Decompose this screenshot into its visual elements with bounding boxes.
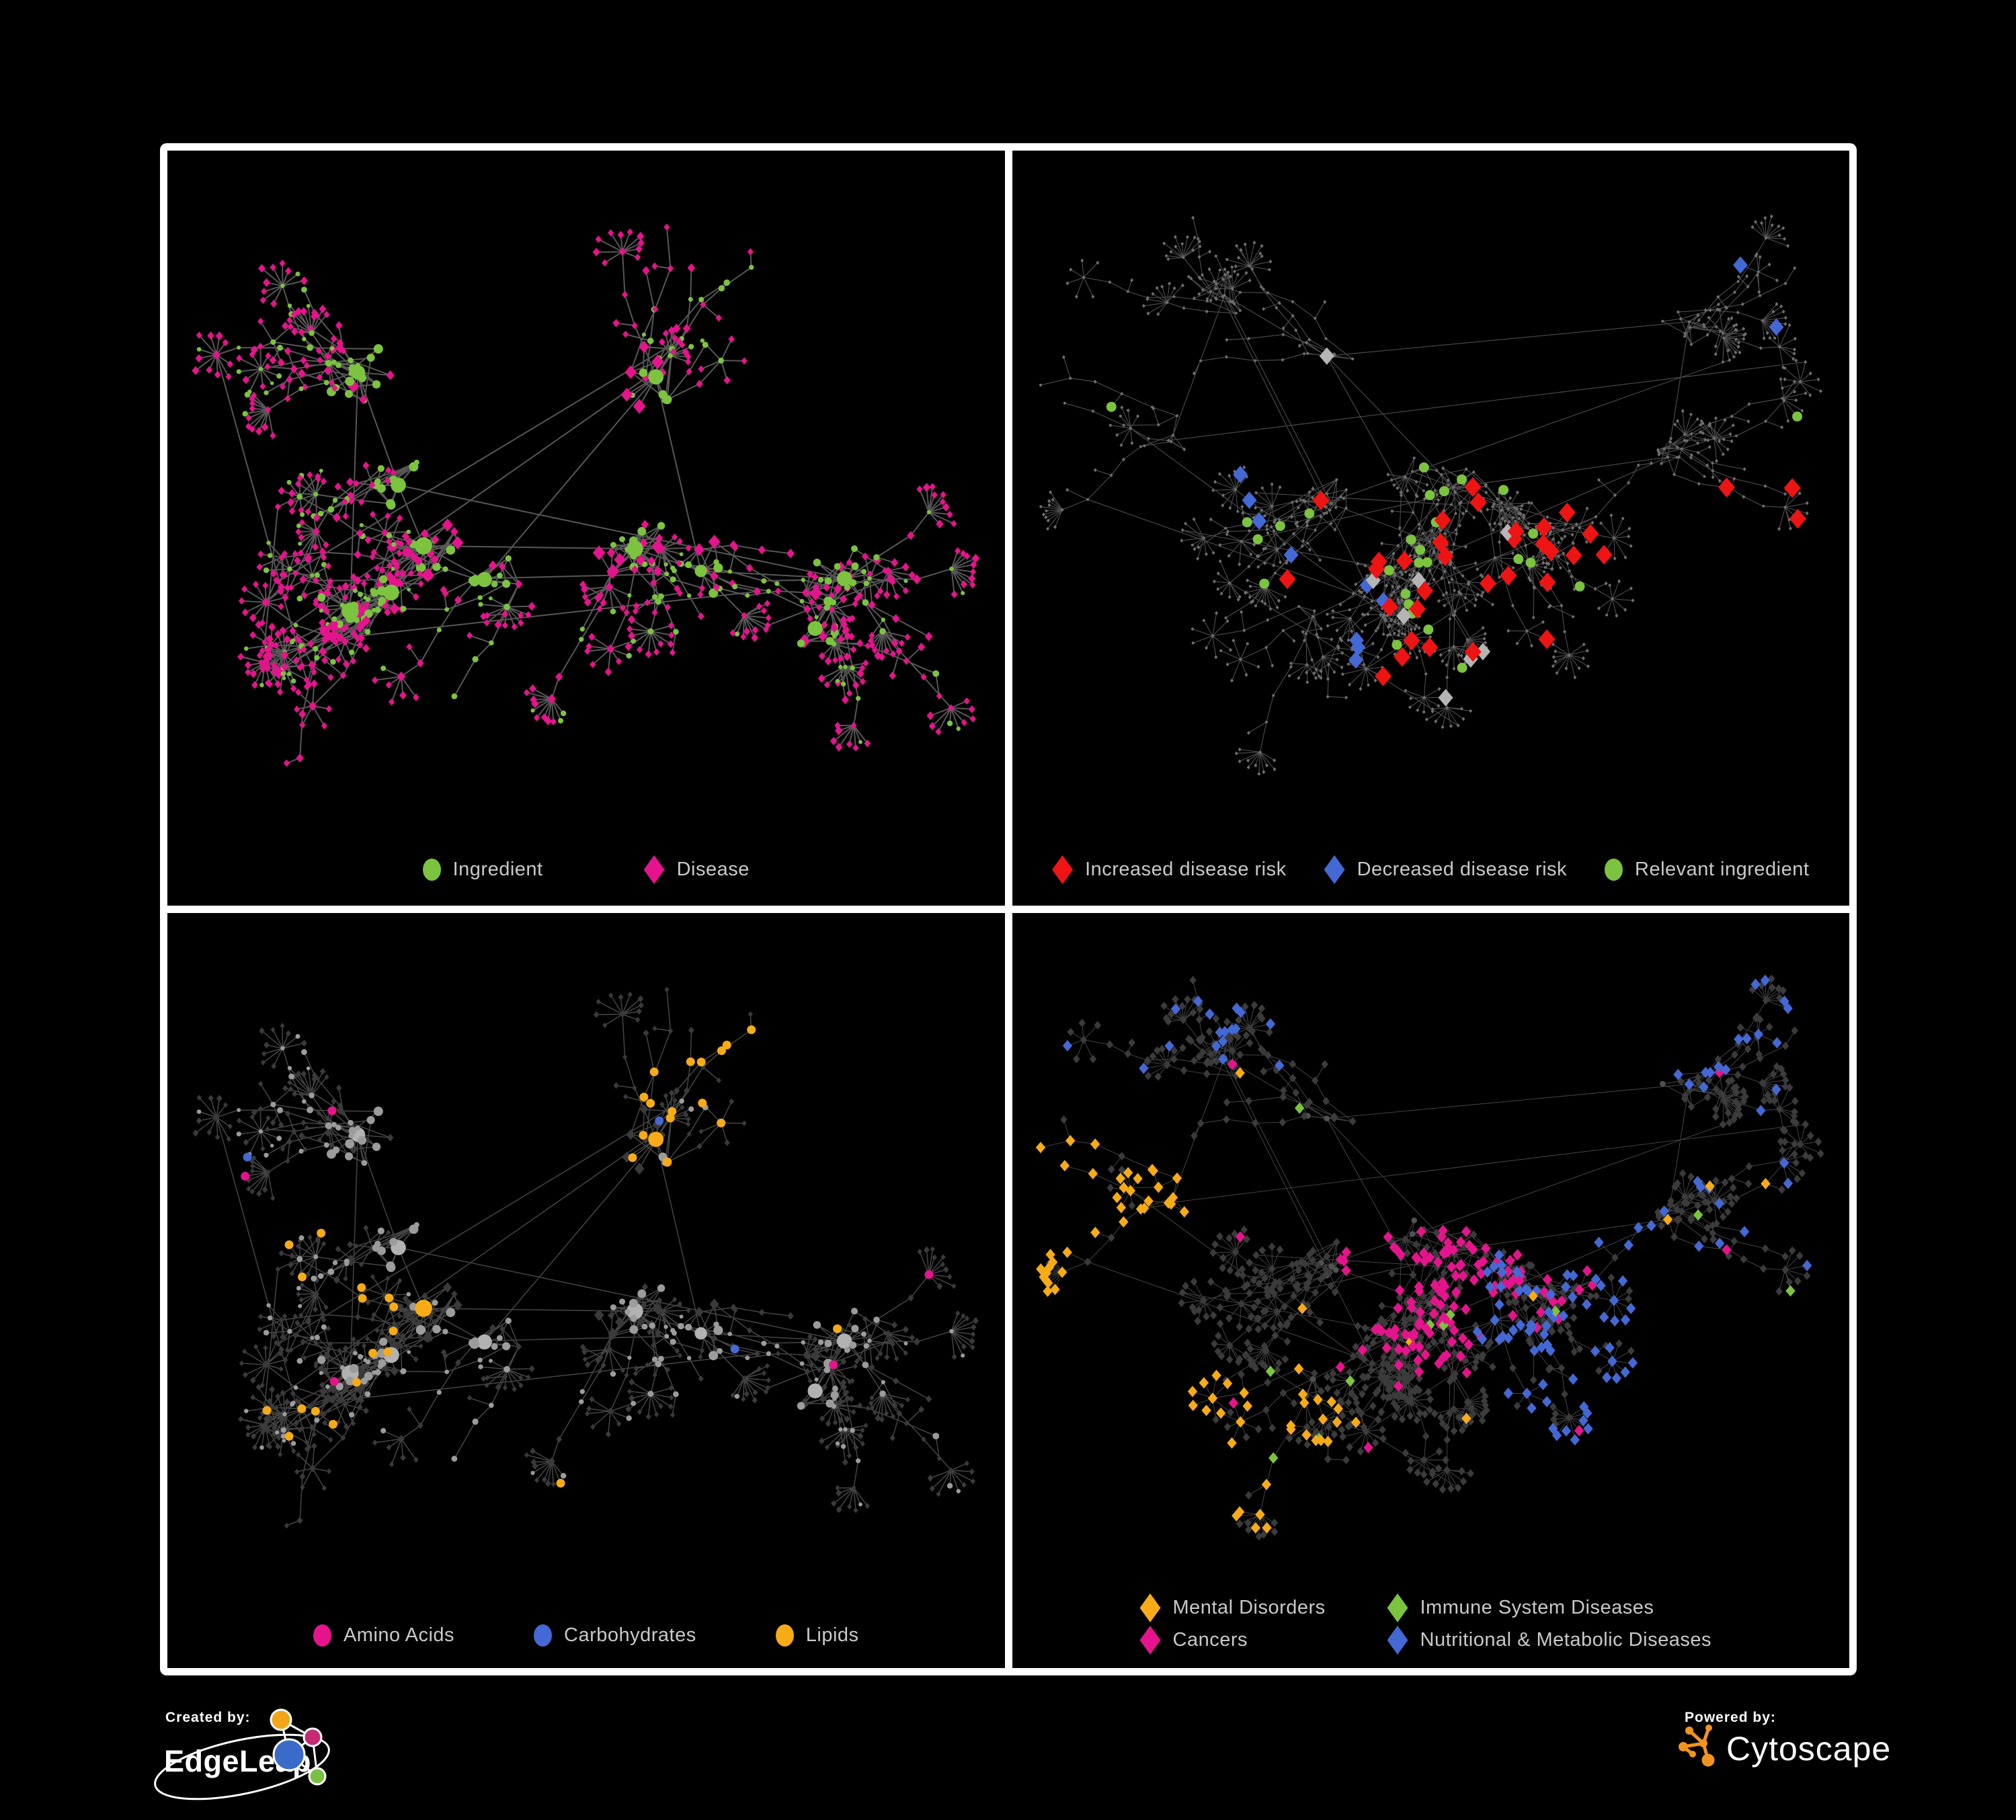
legend-marker-circle	[534, 1624, 553, 1647]
legend-label: Ingredient	[452, 859, 543, 880]
network-svg	[192, 223, 980, 767]
legend-item-mental-disorders: Mental Disorders	[1139, 1593, 1387, 1622]
legend-item-cancers: Cancers	[1139, 1626, 1387, 1655]
edgeleap-node-green	[308, 1767, 327, 1786]
legend-marker-circle	[313, 1624, 331, 1647]
legend-label: Relevant ingredient	[1635, 859, 1810, 880]
legend-label: Amino Acids	[343, 1624, 455, 1646]
powered-by-label: Powered by:	[1685, 1710, 1776, 1725]
legend-label: Mental Disorders	[1172, 1597, 1326, 1618]
network-svg	[1035, 974, 1824, 1541]
legend-marker-circle	[775, 1624, 794, 1647]
edgeleap-node-orange	[270, 1708, 292, 1731]
legend-marker-diamond	[1052, 855, 1074, 884]
network-ingredient-disease	[167, 151, 1005, 906]
legend-item-increased-disease-risk: Increased disease risk	[1052, 855, 1287, 884]
panel-grid-frame: Ingredient Disease Increased disease risk…	[160, 143, 1857, 1675]
legend-disease-classes: Mental Disorders Immune System Diseases Ca…	[1139, 1593, 1711, 1655]
network-svg	[192, 986, 979, 1529]
created-by-label: Created by:	[165, 1710, 251, 1725]
legend-disease-risk: Increased disease risk Decreased disease …	[1012, 855, 1850, 884]
legend-marker-diamond	[1387, 1593, 1408, 1622]
legend-label: Nutritional & Metabolic Diseases	[1420, 1629, 1711, 1651]
network-disease-risk	[1012, 151, 1850, 906]
edgeleap-logo	[154, 1708, 330, 1801]
legend-label: Increased disease risk	[1085, 859, 1287, 880]
legend-marker-diamond	[1324, 855, 1345, 884]
network-disease-classes	[1012, 913, 1850, 1668]
legend-item-amino-acids: Amino Acids	[313, 1624, 454, 1647]
legend-item-carbohydrates: Carbohydrates	[534, 1624, 696, 1647]
panel-ingredient-disease: Ingredient Disease	[167, 151, 1005, 906]
legend-marker-circle	[422, 859, 441, 881]
edgeleap-node-blue	[272, 1738, 306, 1772]
legend-label: Cancers	[1172, 1629, 1248, 1651]
legend-item-lipids: Lipids	[775, 1624, 859, 1647]
legend-item-immune-system-diseases: Immune System Diseases	[1387, 1593, 1711, 1622]
legend-item-disease: Disease	[643, 855, 750, 884]
panel-disease-risk: Increased disease risk Decreased disease …	[1012, 151, 1850, 906]
cytoscape-logo	[1679, 1725, 1715, 1767]
network-nutrients	[167, 913, 1005, 1668]
legend-marker-diamond	[1139, 1626, 1161, 1655]
legend-label: Decreased disease risk	[1357, 859, 1568, 880]
legend-label: Disease	[676, 859, 750, 880]
legend-label: Immune System Diseases	[1420, 1597, 1654, 1618]
cytoscape-logo-nodes	[1679, 1725, 1715, 1767]
legend-marker-diamond	[643, 855, 665, 884]
edgeleap-node-magenta	[303, 1727, 323, 1747]
legend-label: Carbohydrates	[564, 1624, 696, 1646]
legend-nutrients: Amino Acids Carbohydrates Lipids	[167, 1624, 1005, 1647]
legend-item-relevant-ingredient: Relevant ingredient	[1605, 859, 1809, 881]
legend-label: Lipids	[805, 1624, 859, 1646]
cytoscape-wordmark: Cytoscape	[1726, 1730, 1892, 1768]
legend-ingredient-disease: Ingredient Disease	[167, 855, 1005, 884]
panel-disease-classes: Mental Disorders Immune System Diseases Ca…	[1012, 913, 1850, 1668]
edgeleap-swoosh	[154, 1733, 330, 1801]
panel-nutrients: Amino Acids Carbohydrates Lipids	[167, 913, 1005, 1668]
legend-item-ingredient: Ingredient	[422, 859, 543, 881]
legend-marker-circle	[1605, 859, 1623, 881]
legend-marker-diamond	[1139, 1593, 1161, 1622]
legend-item-decreased-disease-risk: Decreased disease risk	[1324, 855, 1567, 884]
legend-item-nutritional-metabolic-diseases: Nutritional & Metabolic Diseases	[1387, 1626, 1711, 1655]
network-svg	[1039, 214, 1822, 776]
legend-marker-diamond	[1387, 1626, 1408, 1655]
